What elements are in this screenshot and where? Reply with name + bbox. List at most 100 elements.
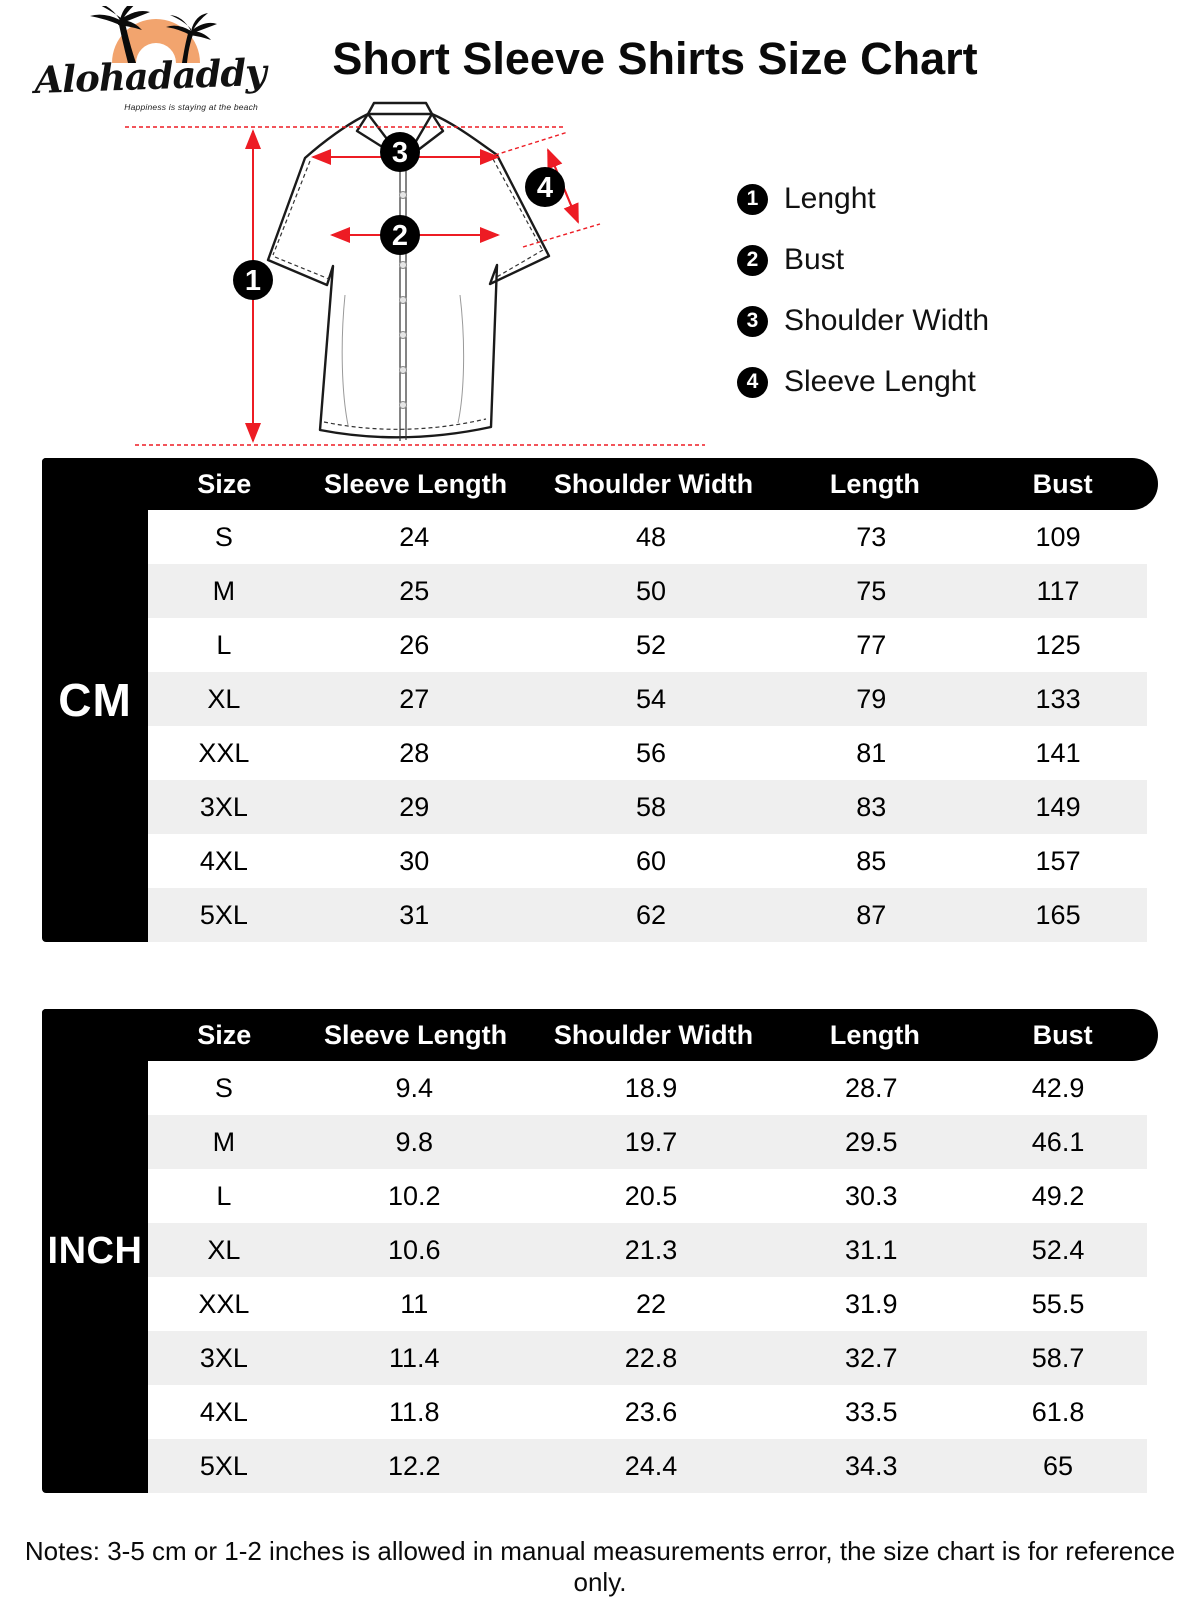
legend-label: Lenght	[784, 182, 876, 215]
table-cell: S	[214, 1072, 233, 1103]
table-cell: 149	[1035, 791, 1081, 822]
table-cell: XXL	[198, 1288, 250, 1319]
table-cell: 26	[399, 629, 430, 660]
table-cell: 19.7	[624, 1126, 678, 1157]
table-cell: 24	[399, 521, 430, 552]
column-header: Sleeve Length	[324, 468, 508, 499]
table-cell: 87	[856, 899, 887, 930]
legend-label: Shoulder Width	[784, 304, 990, 337]
table-row: L 26 52 77 125	[148, 618, 1147, 672]
table-cell: 22	[635, 1288, 666, 1319]
unit-label-cm: CM	[42, 458, 148, 942]
size-table-cm: CM Size Sleeve Length Shoulder Width Length…	[42, 458, 1158, 942]
column-header: Bust	[1032, 468, 1093, 499]
table-row: S 24 48 73 109	[148, 510, 1147, 564]
measure-lines	[125, 126, 705, 446]
table-row: 3XL 11.4 22.8 32.7 58.7	[148, 1331, 1147, 1385]
column-header: Shoulder Width	[553, 1019, 754, 1050]
measurement-legend: 1 Lenght 2 Bust 3 Shoulder Width 4 Sleev…	[737, 182, 989, 399]
table-cell: M	[212, 575, 236, 606]
table-header-bar	[42, 1009, 1158, 1061]
table-row: XL 27 54 79 133	[148, 672, 1147, 726]
table-cell: 165	[1035, 899, 1081, 930]
size-table-inch: INCH Size Sleeve Length Shoulder Width Leng…	[42, 1009, 1158, 1493]
table-cell: 62	[635, 899, 666, 930]
table-cell: 22.8	[624, 1342, 678, 1373]
column-header: Bust	[1032, 1019, 1093, 1050]
legend-badge-2: 2	[737, 244, 768, 276]
legend-item-length: 1 Lenght	[737, 182, 989, 216]
table-cell: 9.8	[395, 1126, 433, 1157]
table-cell: 31.1	[844, 1234, 898, 1265]
badge-2: 2	[392, 220, 408, 252]
legend-item-bust: 2 Bust	[737, 243, 989, 277]
table-cell: 29	[399, 791, 430, 822]
table-cell: 18.9	[624, 1072, 678, 1103]
badge-1: 1	[245, 265, 261, 297]
table-row: M 25 50 75 117	[148, 564, 1147, 618]
table-cell: 23.6	[624, 1396, 678, 1427]
table-row: M 9.8 19.7 29.5 46.1	[148, 1115, 1147, 1169]
badge-4: 4	[537, 172, 553, 204]
table-cell: 77	[856, 629, 887, 660]
column-header: Shoulder Width	[553, 468, 754, 499]
table-cell: 58	[635, 791, 666, 822]
table-cell: 3XL	[199, 1342, 248, 1373]
table-cell: 79	[856, 683, 887, 714]
table-cell: 42.9	[1031, 1072, 1085, 1103]
table-cell: XL	[207, 1234, 241, 1265]
table-cell: L	[216, 1180, 232, 1211]
table-row: 5XL 12.2 24.4 34.3 65	[148, 1439, 1147, 1493]
table-cell: 55.5	[1031, 1288, 1085, 1319]
table-cell: 73	[856, 521, 887, 552]
table-row: XXL 28 56 81 141	[148, 726, 1147, 780]
badge-3: 3	[392, 137, 408, 169]
table-body: S 9.4 18.9 28.7 42.9 M 9.8 19.7 29.5 46.1 L 10.2 20.…	[148, 1061, 1147, 1493]
table-cell: 117	[1036, 575, 1080, 606]
table-body: S 24 48 73 109 M 25 50 75 117 L 26 52 77 125 XL 27 54 79 13…	[148, 510, 1147, 942]
table-cell: 85	[856, 845, 887, 876]
table-cell: 65	[1043, 1450, 1074, 1481]
table-cell: 4XL	[199, 845, 248, 876]
table-cell: 125	[1035, 629, 1081, 660]
column-header: Length	[829, 1019, 920, 1050]
unit-label-inch: INCH	[42, 1009, 148, 1493]
table-cell: 29.5	[844, 1126, 898, 1157]
table-row: XXL 11 22 31.9 55.5	[148, 1277, 1147, 1331]
table-cell: 31.9	[844, 1288, 898, 1319]
table-cell: 34.3	[844, 1450, 898, 1481]
shirt-measurement-diagram: 1 2 3 4	[125, 101, 705, 446]
table-row: 3XL 29 58 83 149	[148, 780, 1147, 834]
table-row: 4XL 11.8 23.6 33.5 61.8	[148, 1385, 1147, 1439]
table-cell: 60	[635, 845, 666, 876]
table-cell: 27	[399, 683, 430, 714]
table-cell: 52	[635, 629, 666, 660]
table-cell: S	[214, 521, 233, 552]
table-cell: 49.2	[1031, 1180, 1085, 1211]
legend-label: Bust	[784, 243, 845, 276]
table-cell: 10.6	[387, 1234, 441, 1265]
table-cell: 12.2	[387, 1450, 441, 1481]
table-cell: 157	[1035, 845, 1081, 876]
table-cell: 81	[856, 737, 887, 768]
table-cell: L	[216, 629, 232, 660]
table-cell: 58.7	[1031, 1342, 1085, 1373]
table-header-bar	[42, 458, 1158, 510]
table-row: XL 10.6 21.3 31.1 52.4	[148, 1223, 1147, 1277]
table-row: S 9.4 18.9 28.7 42.9	[148, 1061, 1147, 1115]
table-cell: 48	[635, 521, 666, 552]
table-cell: 21.3	[624, 1234, 678, 1265]
notes-text: Notes: 3-5 cm or 1-2 inches is allowed i…	[24, 1536, 1176, 1597]
table-cell: 31	[399, 899, 430, 930]
table-cell: 9.4	[395, 1072, 433, 1103]
table-cell: 61.8	[1031, 1396, 1085, 1427]
table-cell: M	[212, 1126, 236, 1157]
table-cell: 4XL	[199, 1396, 248, 1427]
table-cell: XL	[207, 683, 241, 714]
legend-item-shoulder-width: 3 Shoulder Width	[737, 304, 989, 338]
table-cell: 5XL	[199, 1450, 248, 1481]
table-cell: 133	[1035, 683, 1081, 714]
table-cell: 83	[856, 791, 887, 822]
table-cell: 28	[399, 737, 430, 768]
